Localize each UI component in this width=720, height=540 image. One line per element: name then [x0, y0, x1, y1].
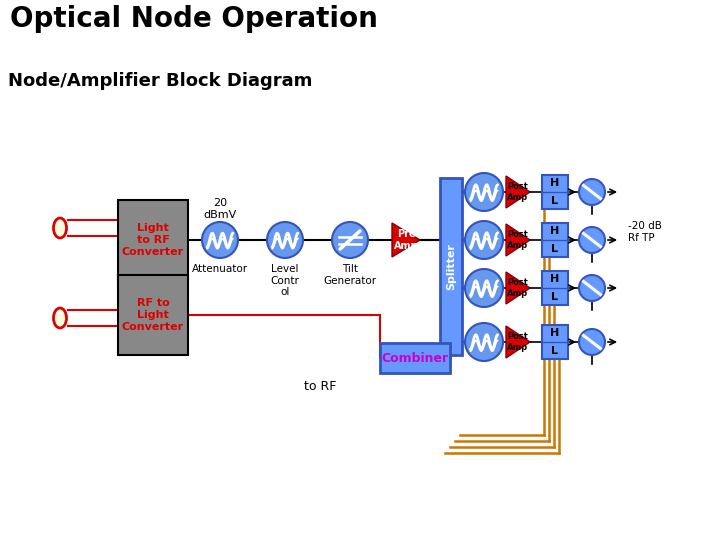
- Ellipse shape: [53, 308, 66, 328]
- Circle shape: [465, 173, 503, 211]
- Text: Post
Amp: Post Amp: [508, 230, 528, 249]
- Bar: [542, 223, 568, 257]
- Bar: [542, 175, 568, 209]
- Text: Splitter: Splitter: [446, 243, 456, 290]
- Text: H: H: [550, 274, 559, 285]
- Text: Attenuator: Attenuator: [192, 264, 248, 274]
- Polygon shape: [506, 224, 530, 256]
- Circle shape: [579, 227, 605, 253]
- Polygon shape: [506, 326, 530, 358]
- Bar: [380, 343, 450, 373]
- Text: 20
dBmV: 20 dBmV: [203, 198, 237, 220]
- Text: H: H: [550, 226, 559, 237]
- Text: Level
Contr
ol: Level Contr ol: [271, 264, 300, 297]
- Text: Optical Node Operation: Optical Node Operation: [10, 5, 378, 33]
- Text: L: L: [552, 292, 559, 301]
- Text: RF to
Light
Converter: RF to Light Converter: [122, 299, 184, 332]
- Bar: [118, 275, 188, 355]
- Bar: [118, 200, 188, 280]
- Circle shape: [465, 221, 503, 259]
- Bar: [542, 271, 568, 305]
- Polygon shape: [506, 272, 530, 304]
- Circle shape: [465, 269, 503, 307]
- Text: L: L: [552, 346, 559, 355]
- Bar: [440, 178, 462, 355]
- Text: -20 dB
Rf TP: -20 dB Rf TP: [628, 221, 662, 243]
- Circle shape: [202, 222, 238, 258]
- Circle shape: [579, 275, 605, 301]
- Circle shape: [465, 323, 503, 361]
- Circle shape: [267, 222, 303, 258]
- Bar: [542, 325, 568, 359]
- Polygon shape: [392, 223, 420, 257]
- Text: Pre
Amp: Pre Amp: [394, 229, 418, 251]
- Text: H: H: [550, 179, 559, 188]
- Circle shape: [579, 179, 605, 205]
- Text: to RF: to RF: [304, 380, 336, 393]
- Ellipse shape: [53, 218, 66, 238]
- Text: L: L: [552, 244, 559, 253]
- Text: Post
Amp: Post Amp: [508, 183, 528, 202]
- Text: Light
to RF
Converter: Light to RF Converter: [122, 224, 184, 256]
- Text: Post
Amp: Post Amp: [508, 332, 528, 352]
- Text: L: L: [552, 195, 559, 206]
- Text: Post
Amp: Post Amp: [508, 278, 528, 298]
- Text: H: H: [550, 328, 559, 339]
- Circle shape: [579, 329, 605, 355]
- Text: Node/Amplifier Block Diagram: Node/Amplifier Block Diagram: [8, 72, 312, 90]
- Text: Tilt
Generator: Tilt Generator: [323, 264, 377, 286]
- Circle shape: [332, 222, 368, 258]
- Text: Combiner: Combiner: [382, 352, 449, 365]
- Polygon shape: [506, 176, 530, 208]
